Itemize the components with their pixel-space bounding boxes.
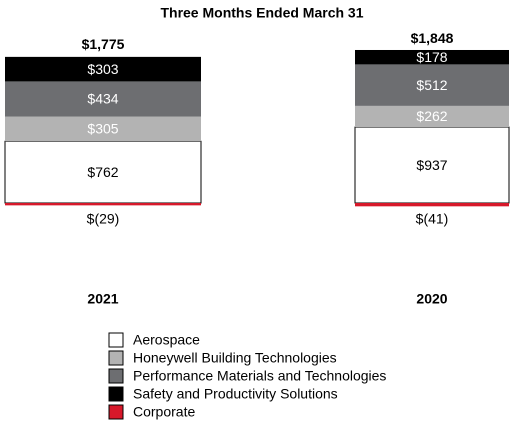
legend-label: Honeywell Building Technologies bbox=[133, 350, 337, 366]
legend-swatch bbox=[108, 404, 124, 420]
total-label: $1,848 bbox=[411, 30, 454, 46]
bar-segment bbox=[5, 116, 201, 142]
legend-label: Aerospace bbox=[133, 332, 200, 348]
legend-swatch bbox=[108, 332, 124, 348]
value-label: $305 bbox=[87, 121, 118, 137]
bar-segment bbox=[5, 81, 201, 117]
legend-swatch bbox=[108, 368, 124, 384]
bar-segment bbox=[355, 105, 509, 128]
bar-segment bbox=[4, 140, 202, 204]
legend-label: Performance Materials and Technologies bbox=[133, 368, 386, 384]
bar-segment bbox=[355, 64, 509, 106]
value-label: $(41) bbox=[416, 211, 449, 227]
value-label: $262 bbox=[416, 108, 447, 124]
legend-label: Corporate bbox=[133, 404, 195, 420]
x-tick-label: 2020 bbox=[416, 291, 447, 307]
x-tick-label: 2021 bbox=[87, 291, 118, 307]
legend-label: Safety and Productivity Solutions bbox=[133, 386, 338, 402]
value-label: $(29) bbox=[87, 211, 120, 227]
bar-segment bbox=[355, 203, 509, 207]
bar-segment bbox=[5, 203, 201, 206]
value-label: $762 bbox=[87, 164, 118, 180]
value-label: $937 bbox=[416, 157, 447, 173]
value-label: $303 bbox=[87, 61, 118, 77]
total-label: $1,775 bbox=[82, 36, 125, 52]
value-label: $178 bbox=[416, 49, 447, 65]
bar-segment bbox=[355, 49, 509, 65]
legend-swatch bbox=[108, 350, 124, 366]
bar-segment bbox=[5, 56, 201, 82]
chart-title: Three Months Ended March 31 bbox=[160, 5, 363, 21]
legend-swatch bbox=[108, 386, 124, 402]
value-label: $434 bbox=[87, 91, 118, 107]
value-label: $512 bbox=[416, 77, 447, 93]
